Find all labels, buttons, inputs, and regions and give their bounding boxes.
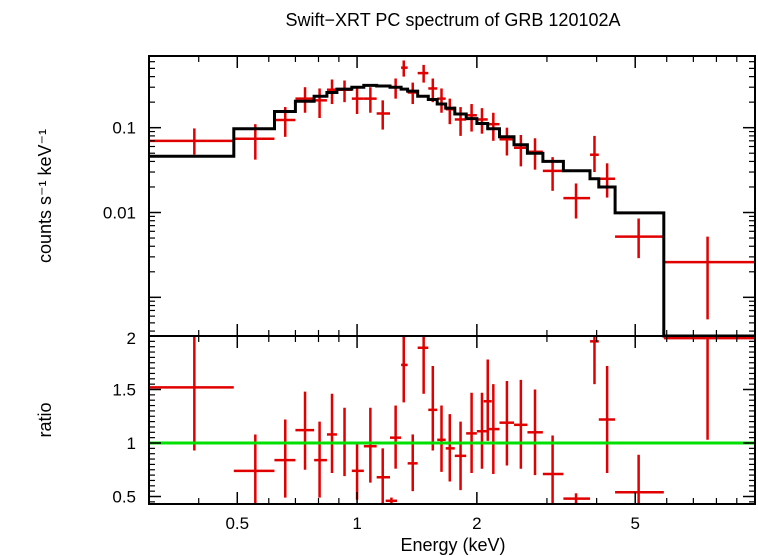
ratio-point-17 [445,414,455,482]
ratio-point-24 [514,379,528,469]
spectrum-y-tick-label-0: 0.1 [112,119,136,138]
spectrum-point-11 [401,60,408,77]
spectrum-y-axis-label: counts s⁻¹ keV⁻¹ [35,129,55,263]
x-tick-label-0: 0.5 [225,514,249,533]
ratio-y-tick-label-3: 2 [127,329,136,348]
spectrum-point-13 [417,64,429,83]
spectrum-point-12 [407,82,418,105]
ratio-data-series [149,336,755,504]
ratio-point-21 [483,359,492,441]
ratio-point-14 [417,336,429,394]
ratio-point-9 [376,448,391,504]
ratio-y-axis-label: ratio [35,402,55,437]
ratio-point-23 [499,380,515,466]
ratio-point-25 [527,389,543,476]
ratio-point-0 [149,336,234,451]
spectrum-point-27 [598,163,616,198]
ratio-point-30 [615,454,664,504]
ratio-point-3 [295,391,315,470]
ratio-point-16 [437,405,446,472]
model-step-line [149,83,755,338]
ratio-y-tick-label-2: 1.5 [112,381,136,400]
chart-title: Swift−XRT PC spectrum of GRB 120102A [286,10,621,30]
x-tick-label-1: 1 [352,514,361,533]
ratio-y-tick-label-1: 1 [127,434,136,453]
spectrum-point-25 [563,183,591,219]
spectrum-panel: 0.1 0.01 counts s⁻¹ keV⁻¹ [35,55,756,338]
ratio-point-27 [563,493,591,504]
spectrum-point-20 [487,112,500,141]
ratio-point-26 [542,435,564,504]
spectrum-point-29 [663,236,755,320]
ratio-panel: 0.5 1 2 5 0.5 1 1.5 2 ratio Energy (keV) [35,329,756,555]
ratio-point-31 [663,336,755,440]
ratio-point-29 [598,365,616,473]
ratio-point-15 [428,365,438,451]
spectrum-point-7 [351,88,364,114]
x-tick-label-2: 2 [472,514,481,533]
ratio-frame [148,335,756,505]
x-axis-label: Energy (keV) [400,535,505,555]
spectrum-point-9 [376,100,391,130]
x-tick-label-3: 5 [630,514,639,533]
ratio-point-4 [314,421,327,498]
ratio-point-8 [363,407,377,483]
ratio-point-19 [466,392,477,473]
ratio-point-20 [476,392,488,469]
spectrum-point-28 [615,218,664,259]
ratio-point-10 [385,497,398,504]
spectrum-point-26 [590,135,599,173]
spectrum-point-17 [454,107,467,136]
spectrum-point-6 [336,80,352,103]
ratio-point-18 [454,421,467,491]
ratio-point-7 [351,443,364,500]
spectrum-point-8 [363,87,377,113]
ratio-point-22 [487,384,500,475]
spectrum-point-22 [514,134,528,167]
ratio-ticks: 0.5 1 2 5 0.5 1 1.5 2 [112,329,755,533]
spectrum-ticks: 0.1 0.01 [103,56,755,336]
ratio-point-28 [590,336,599,385]
spectrum-point-21 [499,127,515,156]
spectrum-point-19 [476,108,488,134]
ratio-point-5 [326,393,337,473]
ratio-point-12 [401,336,408,403]
ratio-point-1 [233,434,275,504]
ratio-y-tick-label-0: 0.5 [112,488,136,507]
spectrum-y-tick-label-1: 0.01 [103,204,136,223]
ratio-point-11 [390,405,402,469]
spectrum-point-0 [149,128,234,155]
ratio-point-2 [274,419,296,498]
spectrum-point-4 [314,88,327,119]
